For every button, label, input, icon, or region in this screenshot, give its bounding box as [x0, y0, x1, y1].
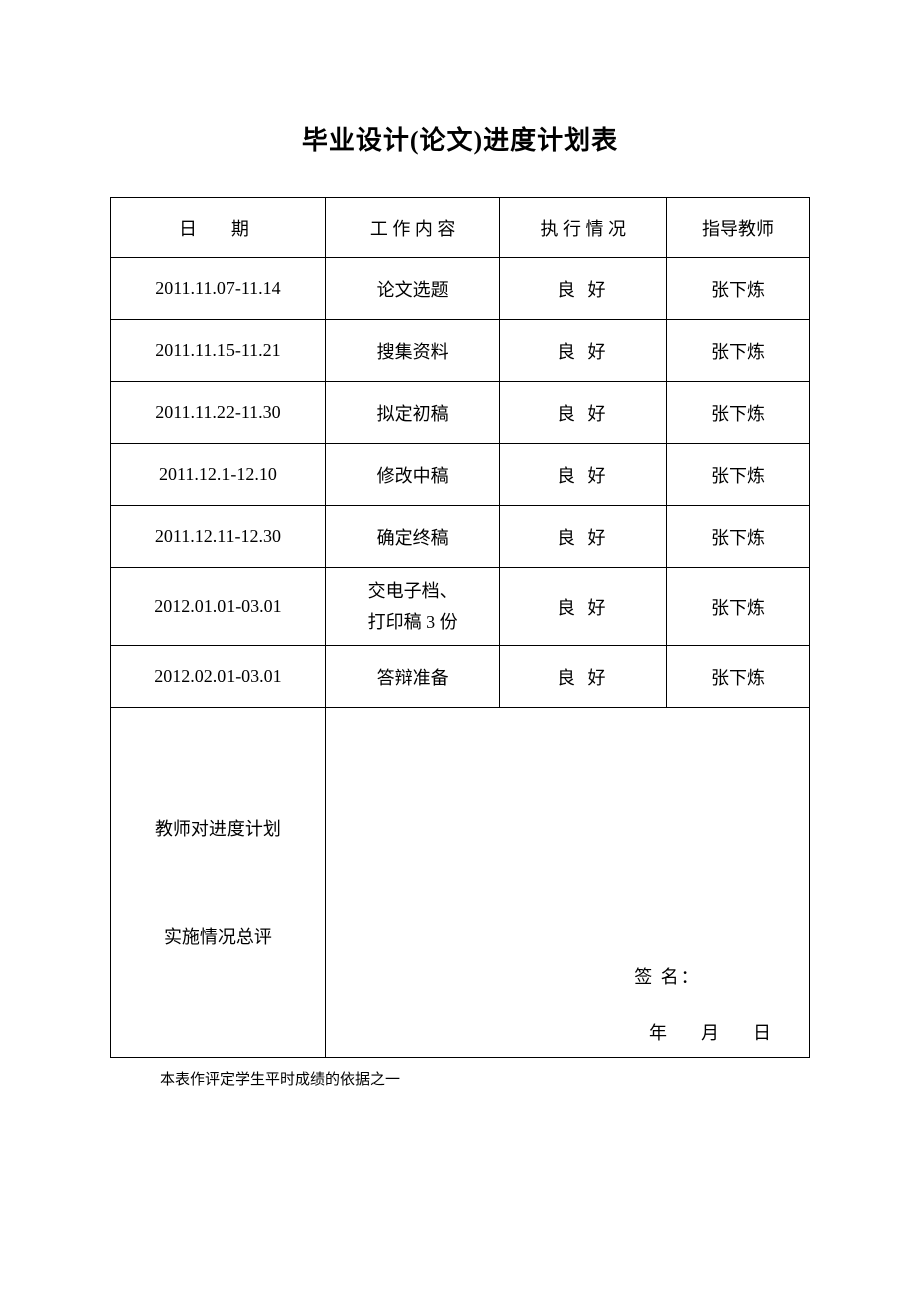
table-row: 2011.11.22-11.30 拟定初稿 良 好 张下炼 [111, 382, 810, 444]
table-row: 2011.11.07-11.14 论文选题 良 好 张下炼 [111, 258, 810, 320]
header-teacher: 指导教师 [667, 198, 810, 258]
footer-note: 本表作评定学生平时成绩的依据之一 [110, 1068, 810, 1089]
schedule-table: 日 期 工 作 内 容 执 行 情 况 指导教师 2011.11.07-11.1… [110, 197, 810, 1058]
header-work: 工 作 内 容 [325, 198, 500, 258]
evaluation-label-cell: 教师对进度计划 实施情况总评 [111, 708, 326, 1058]
header-date: 日 期 [111, 198, 326, 258]
table-header-row: 日 期 工 作 内 容 执 行 情 况 指导教师 [111, 198, 810, 258]
table-row: 2012.02.01-03.01 答辩准备 良 好 张下炼 [111, 646, 810, 708]
table-row: 2011.12.11-12.30 确定终稿 良 好 张下炼 [111, 506, 810, 568]
cell-teacher: 张下炼 [667, 506, 810, 568]
date-label: 年 月 日 [346, 1019, 789, 1045]
cell-status: 良 好 [500, 382, 667, 444]
cell-date: 2011.12.11-12.30 [111, 506, 326, 568]
cell-date: 2011.11.15-11.21 [111, 320, 326, 382]
cell-date: 2011.11.22-11.30 [111, 382, 326, 444]
evaluation-label-1: 教师对进度计划 [115, 802, 321, 856]
cell-teacher: 张下炼 [667, 444, 810, 506]
cell-date: 2012.02.01-03.01 [111, 646, 326, 708]
cell-teacher: 张下炼 [667, 320, 810, 382]
cell-teacher: 张下炼 [667, 382, 810, 444]
cell-work: 论文选题 [325, 258, 500, 320]
cell-teacher: 张下炼 [667, 568, 810, 646]
table-row: 2011.11.15-11.21 搜集资料 良 好 张下炼 [111, 320, 810, 382]
header-status: 执 行 情 况 [500, 198, 667, 258]
cell-work: 拟定初稿 [325, 382, 500, 444]
cell-status: 良 好 [500, 506, 667, 568]
table-row: 2011.12.1-12.10 修改中稿 良 好 张下炼 [111, 444, 810, 506]
cell-status: 良 好 [500, 320, 667, 382]
cell-status: 良 好 [500, 258, 667, 320]
cell-status: 良 好 [500, 568, 667, 646]
cell-work: 答辩准备 [325, 646, 500, 708]
evaluation-row: 教师对进度计划 实施情况总评 签 名： 年 月 日 [111, 708, 810, 1058]
page-title: 毕业设计(论文)进度计划表 [110, 120, 810, 157]
cell-date: 2012.01.01-03.01 [111, 568, 326, 646]
cell-date: 2011.11.07-11.14 [111, 258, 326, 320]
evaluation-label-2: 实施情况总评 [115, 910, 321, 964]
cell-work: 确定终稿 [325, 506, 500, 568]
table-row: 2012.01.01-03.01 交电子档、打印稿 3 份 良 好 张下炼 [111, 568, 810, 646]
cell-work: 交电子档、打印稿 3 份 [325, 568, 500, 646]
cell-teacher: 张下炼 [667, 646, 810, 708]
cell-status: 良 好 [500, 444, 667, 506]
cell-date: 2011.12.1-12.10 [111, 444, 326, 506]
cell-teacher: 张下炼 [667, 258, 810, 320]
signature-label: 签 名： [346, 963, 789, 1019]
evaluation-content-cell: 签 名： 年 月 日 [325, 708, 809, 1058]
cell-status: 良 好 [500, 646, 667, 708]
cell-work: 修改中稿 [325, 444, 500, 506]
cell-work: 搜集资料 [325, 320, 500, 382]
